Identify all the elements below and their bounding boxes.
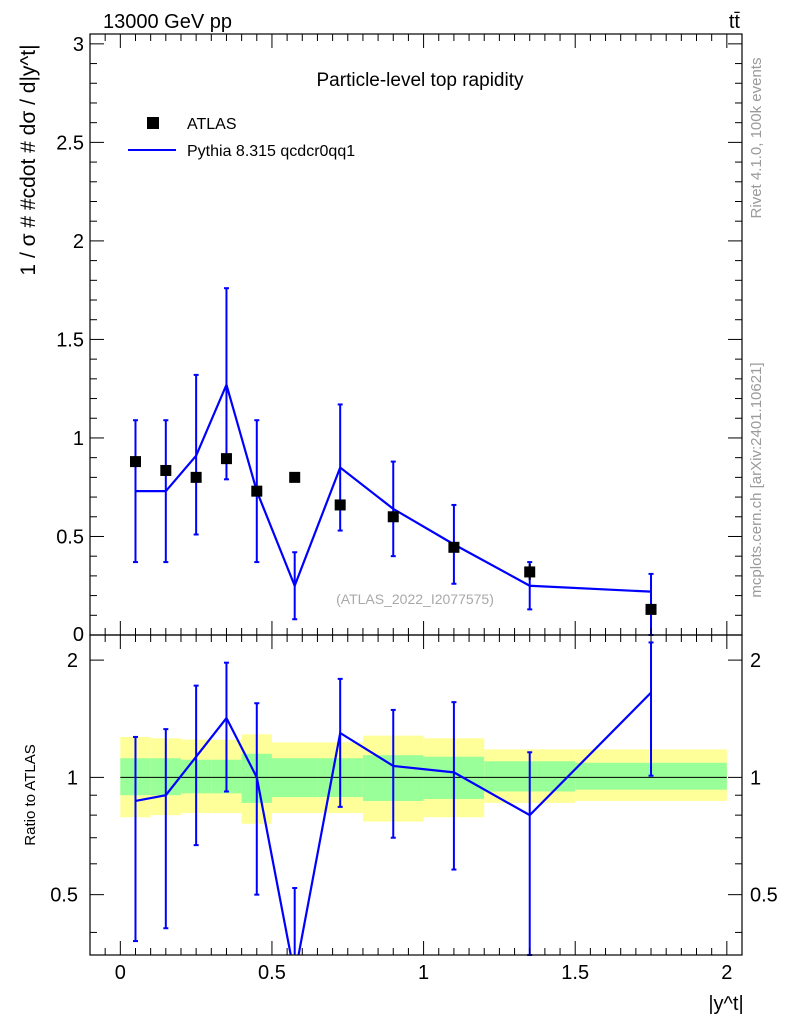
analysis-watermark: (ATLAS_2022_I2077575) — [336, 591, 494, 607]
ratio-y-tick-label: 1 — [67, 767, 78, 789]
x-axis-label: |y^t| — [708, 993, 743, 1015]
x-tick-label: 1.5 — [561, 962, 589, 984]
legend-atlas-marker — [147, 117, 159, 129]
atlas-data-point — [334, 499, 346, 511]
main-y-tick-label: 1.5 — [56, 329, 84, 351]
atlas-data-point — [220, 453, 232, 465]
ratio-y-tick-label-right: 2 — [750, 650, 761, 672]
atlas-data-point — [129, 456, 141, 468]
legend: ATLAS Pythia 8.315 qcdcr0qq1 — [128, 116, 355, 160]
energy-label: 13000 GeV pp — [103, 11, 232, 33]
main-y-tick-label: 1 — [73, 428, 84, 450]
process-label: tt̄ — [729, 11, 741, 33]
mcplots-label: mcplots.cern.ch [arXiv:2401.10621] — [748, 362, 765, 597]
atlas-data-point — [645, 603, 657, 615]
x-tick-label: 1 — [418, 962, 429, 984]
ratio-y-tick-label-right: 1 — [750, 767, 761, 789]
pythia-series-line — [135, 381, 652, 593]
legend-atlas-label: ATLAS — [187, 116, 237, 133]
ratio-series-line — [135, 691, 652, 955]
atlas-data-point — [524, 566, 536, 578]
main-y-tick-label: 0.5 — [56, 526, 84, 548]
ratio-y-tick-label: 0.5 — [50, 885, 78, 907]
ratio-panel: 0.5 0.5 1 1 2 2 0 0.5 1 1.5 2 Ratio to ATLAS |y^t| — [22, 634, 778, 1015]
main-y-tick-label: 2 — [73, 231, 84, 253]
main-panel: Particle-level top rapidity 1 / σ # #cdo… — [17, 33, 743, 646]
atlas-data-point — [190, 471, 202, 483]
atlas-data-point — [448, 541, 460, 553]
atlas-data-point — [160, 464, 172, 476]
rivet-label: Rivet 4.1.0, 100k events — [748, 58, 765, 219]
x-tick-label: 0 — [115, 962, 126, 984]
ratio-y-tick-label-right: 0.5 — [750, 885, 778, 907]
ratio-y-tick-label: 2 — [67, 650, 78, 672]
main-y-axis-label: 1 / σ # #cdot # dσ / d|y^t| — [17, 44, 40, 275]
ratio-y-axis-label: Ratio to ATLAS — [22, 744, 39, 845]
atlas-data-point — [387, 511, 399, 523]
main-y-tick-label: 2.5 — [56, 132, 84, 154]
legend-pythia-label: Pythia 8.315 qcdcr0qq1 — [187, 143, 355, 160]
chart-title: Particle-level top rapidity — [317, 70, 524, 91]
atlas-data-point — [289, 471, 301, 483]
x-tick-label: 0.5 — [258, 962, 286, 984]
main-y-tick-label-zero: 0 — [73, 624, 84, 646]
x-tick-label: 2 — [721, 962, 732, 984]
atlas-data-point — [251, 485, 263, 497]
main-y-tick-label: 3 — [73, 34, 84, 56]
